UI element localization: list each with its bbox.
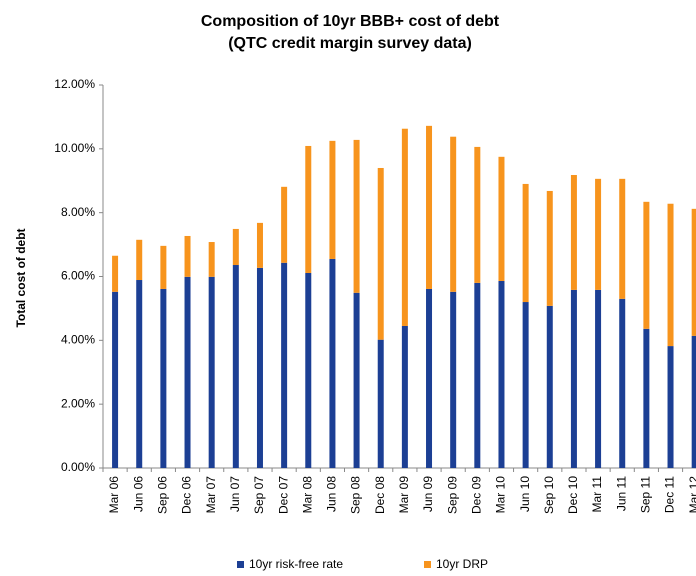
- y-tick-label: 8.00%: [61, 205, 95, 219]
- bar-segment: [281, 262, 288, 468]
- bar-segment: [305, 145, 312, 273]
- bar-segment: [136, 280, 143, 468]
- x-tick-label: Dec 10: [566, 476, 580, 514]
- y-axis-label: Total cost of debt: [14, 228, 28, 327]
- bar-segment: [401, 325, 408, 468]
- chart-subtitle: (QTC credit margin survey data): [228, 35, 472, 52]
- bar-segment: [112, 255, 119, 292]
- bar-segment: [184, 235, 191, 277]
- x-tick-label: Mar 07: [204, 476, 218, 514]
- bar-segment: [498, 280, 505, 468]
- bar-segment: [160, 288, 167, 468]
- x-tick-label: Jun 08: [325, 476, 339, 512]
- bar-segment: [184, 276, 191, 468]
- x-tick-label: Sep 10: [542, 476, 556, 514]
- x-tick-label: Jun 11: [614, 476, 628, 511]
- bar-segment: [595, 178, 602, 290]
- x-tick-label: Jun 06: [131, 476, 145, 512]
- bar-segment: [691, 208, 696, 336]
- bar-segment: [112, 291, 119, 468]
- y-tick-label: 0.00%: [61, 460, 95, 474]
- x-tick-label: Sep 08: [349, 476, 363, 514]
- x-tick-label: Mar 10: [494, 476, 508, 514]
- x-tick-label: Sep 11: [639, 476, 653, 513]
- bar-segment: [160, 245, 167, 289]
- legend-swatch: [424, 561, 431, 568]
- x-tick-label: Jun 07: [228, 476, 242, 512]
- bar-segment: [474, 146, 481, 283]
- bar-segment: [619, 298, 626, 468]
- bar-segment: [232, 265, 239, 468]
- bar-segment: [208, 242, 215, 277]
- x-tick-label: Sep 07: [252, 476, 266, 514]
- bar-segment: [450, 136, 457, 292]
- bar-segment: [498, 156, 505, 281]
- bar-segment: [232, 228, 239, 266]
- bar-segment: [595, 289, 602, 468]
- bar-segment: [208, 276, 215, 468]
- x-tick-label: Sep 06: [156, 476, 170, 514]
- x-tick-label: Sep 09: [445, 476, 459, 514]
- bar-segment: [522, 302, 529, 468]
- bar-segment: [667, 346, 674, 468]
- x-tick-label: Dec 07: [276, 476, 290, 514]
- bar-segment: [329, 258, 336, 468]
- bar-segment: [377, 167, 384, 340]
- legend-label: 10yr DRP: [436, 557, 488, 571]
- x-tick-label: Mar 12: [687, 476, 696, 514]
- bar-segment: [136, 239, 143, 281]
- bar-segment: [546, 190, 553, 306]
- legend-swatch: [237, 561, 244, 568]
- y-tick-label: 12.00%: [54, 77, 95, 91]
- bar-segment: [353, 139, 360, 293]
- bar-segment: [546, 305, 553, 468]
- bar-segment: [619, 178, 626, 299]
- bar-segment: [691, 335, 696, 468]
- x-tick-label: Jun 10: [518, 476, 532, 512]
- bar-segment: [426, 288, 433, 468]
- x-tick-label: Dec 08: [373, 476, 387, 514]
- bar-segment: [643, 328, 650, 468]
- bar-segment: [570, 289, 577, 468]
- bar-segment: [305, 272, 312, 468]
- bar-segment: [426, 125, 433, 289]
- x-tick-label: Mar 11: [590, 476, 604, 513]
- x-tick-label: Jun 09: [421, 476, 435, 512]
- bar-segment: [329, 140, 336, 259]
- y-tick-label: 2.00%: [61, 396, 95, 410]
- legend-label: 10yr risk-free rate: [249, 557, 343, 571]
- x-tick-label: Dec 06: [180, 476, 194, 514]
- x-tick-label: Mar 06: [107, 476, 121, 514]
- bar-segment: [643, 201, 650, 329]
- bar-segment: [256, 267, 263, 468]
- bar-segment: [570, 175, 577, 290]
- x-tick-label: Mar 09: [397, 476, 411, 514]
- y-tick-label: 4.00%: [61, 333, 95, 347]
- bar-segment: [281, 186, 288, 263]
- bar-segment: [522, 183, 529, 303]
- bar-segment: [401, 128, 408, 326]
- bar-segment: [256, 222, 263, 268]
- bar-segment: [450, 291, 457, 468]
- x-tick-label: Dec 11: [663, 476, 677, 513]
- y-tick-label: 6.00%: [61, 269, 95, 283]
- bar-segment: [474, 282, 481, 468]
- bar-segment: [377, 339, 384, 468]
- y-tick-label: 10.00%: [54, 141, 95, 155]
- x-tick-label: Dec 09: [469, 476, 483, 514]
- x-tick-label: Mar 08: [300, 476, 314, 514]
- bar-segment: [353, 292, 360, 468]
- chart-title: Composition of 10yr BBB+ cost of debt: [201, 13, 500, 30]
- bar-segment: [667, 203, 674, 347]
